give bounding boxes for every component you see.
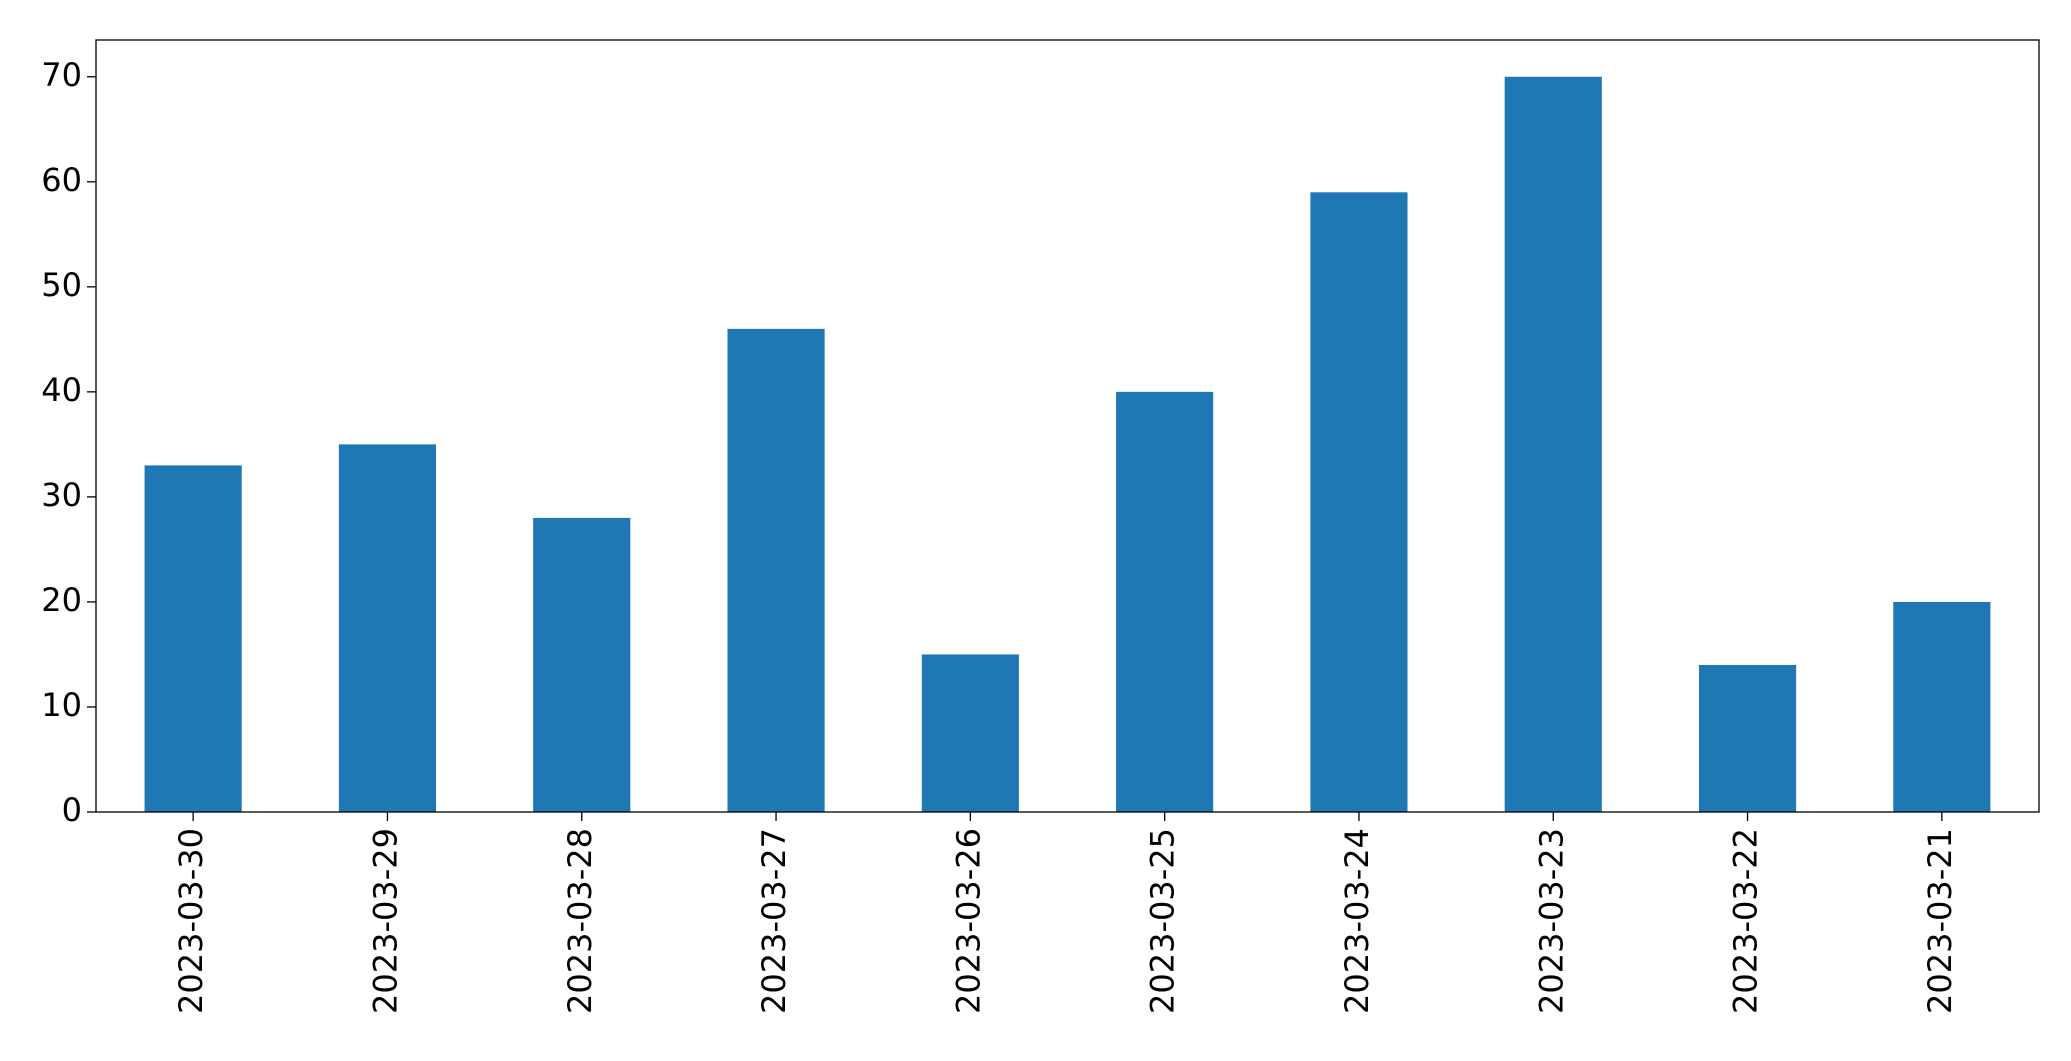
y-tick-label: 30 xyxy=(41,476,82,514)
y-tick-label: 50 xyxy=(41,266,82,304)
bar xyxy=(921,654,1019,812)
x-tick-label: 2023-03-29 xyxy=(366,828,404,1014)
x-tick-label: 2023-03-26 xyxy=(949,828,987,1014)
x-tick-label: 2023-03-21 xyxy=(1921,828,1959,1014)
x-tick-label: 2023-03-28 xyxy=(561,828,599,1014)
bar xyxy=(1893,601,1991,812)
bar xyxy=(1698,664,1797,812)
y-tick-label: 40 xyxy=(41,371,82,409)
bar xyxy=(144,465,242,812)
plot-frame xyxy=(95,39,2040,813)
x-tick-label: 2023-03-23 xyxy=(1532,828,1570,1014)
bar xyxy=(533,517,631,812)
y-tick-label: 0 xyxy=(62,791,82,829)
x-tick-label: 2023-03-25 xyxy=(1144,828,1182,1014)
bar xyxy=(1310,192,1408,812)
y-tick-label: 70 xyxy=(41,56,82,94)
y-tick-label: 10 xyxy=(41,686,82,724)
bar xyxy=(338,444,437,812)
x-tick-label: 2023-03-24 xyxy=(1338,828,1376,1014)
y-tick-label: 60 xyxy=(41,161,82,199)
bar xyxy=(727,328,825,812)
y-tick-label: 20 xyxy=(41,581,82,619)
x-tick-label: 2023-03-30 xyxy=(172,828,210,1014)
bar xyxy=(1116,391,1214,812)
x-tick-label: 2023-03-22 xyxy=(1727,828,1765,1014)
bar xyxy=(1504,76,1602,812)
x-tick-label: 2023-03-27 xyxy=(755,828,793,1014)
